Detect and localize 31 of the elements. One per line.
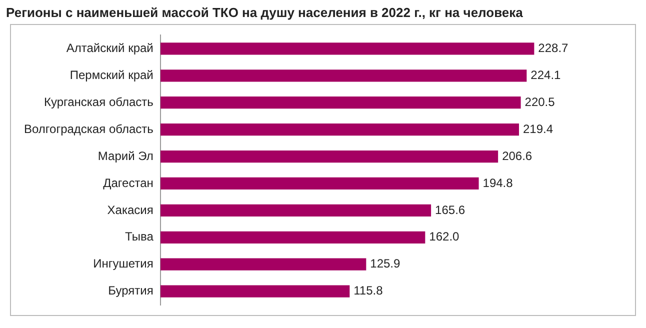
data-label: 206.6	[502, 148, 532, 163]
bar	[160, 42, 534, 55]
bar	[160, 285, 350, 298]
bar	[160, 177, 479, 190]
bar	[160, 70, 527, 82]
y-tick-label: Алтайский край	[66, 40, 154, 55]
y-tick-label: Тыва	[125, 230, 154, 244]
data-label: 224.1	[530, 68, 562, 82]
data-label: 219.4	[522, 122, 554, 136]
bar	[160, 150, 498, 163]
y-tick-label: Хакасия	[107, 202, 154, 217]
data-label: 125.9	[370, 256, 401, 271]
y-tick-label: Ингушетия	[93, 256, 154, 271]
data-label: 115.8	[354, 284, 384, 298]
bar	[160, 204, 432, 217]
bar	[160, 96, 521, 109]
chart-title: Регионы с наименьшей массой ТКО на душу населения в 2022 г., кг на человека	[6, 5, 523, 20]
bar	[160, 231, 426, 244]
bar	[160, 123, 519, 136]
bar	[160, 258, 366, 270]
data-label: 220.5	[524, 94, 556, 109]
data-label: 194.8	[482, 176, 514, 190]
y-tick-label: Бурятия	[108, 284, 154, 298]
y-tick-label: Волгоградская область	[24, 122, 154, 136]
y-tick-label: Курганская область	[44, 94, 154, 109]
data-label: 165.6	[435, 202, 466, 217]
y-tick-label: Марий Эл	[98, 148, 154, 163]
y-tick-label: Пермский край	[70, 68, 154, 82]
data-label: 228.7	[538, 40, 569, 55]
data-label: 162.0	[429, 230, 460, 244]
y-tick-label: Дагестан	[103, 176, 154, 190]
